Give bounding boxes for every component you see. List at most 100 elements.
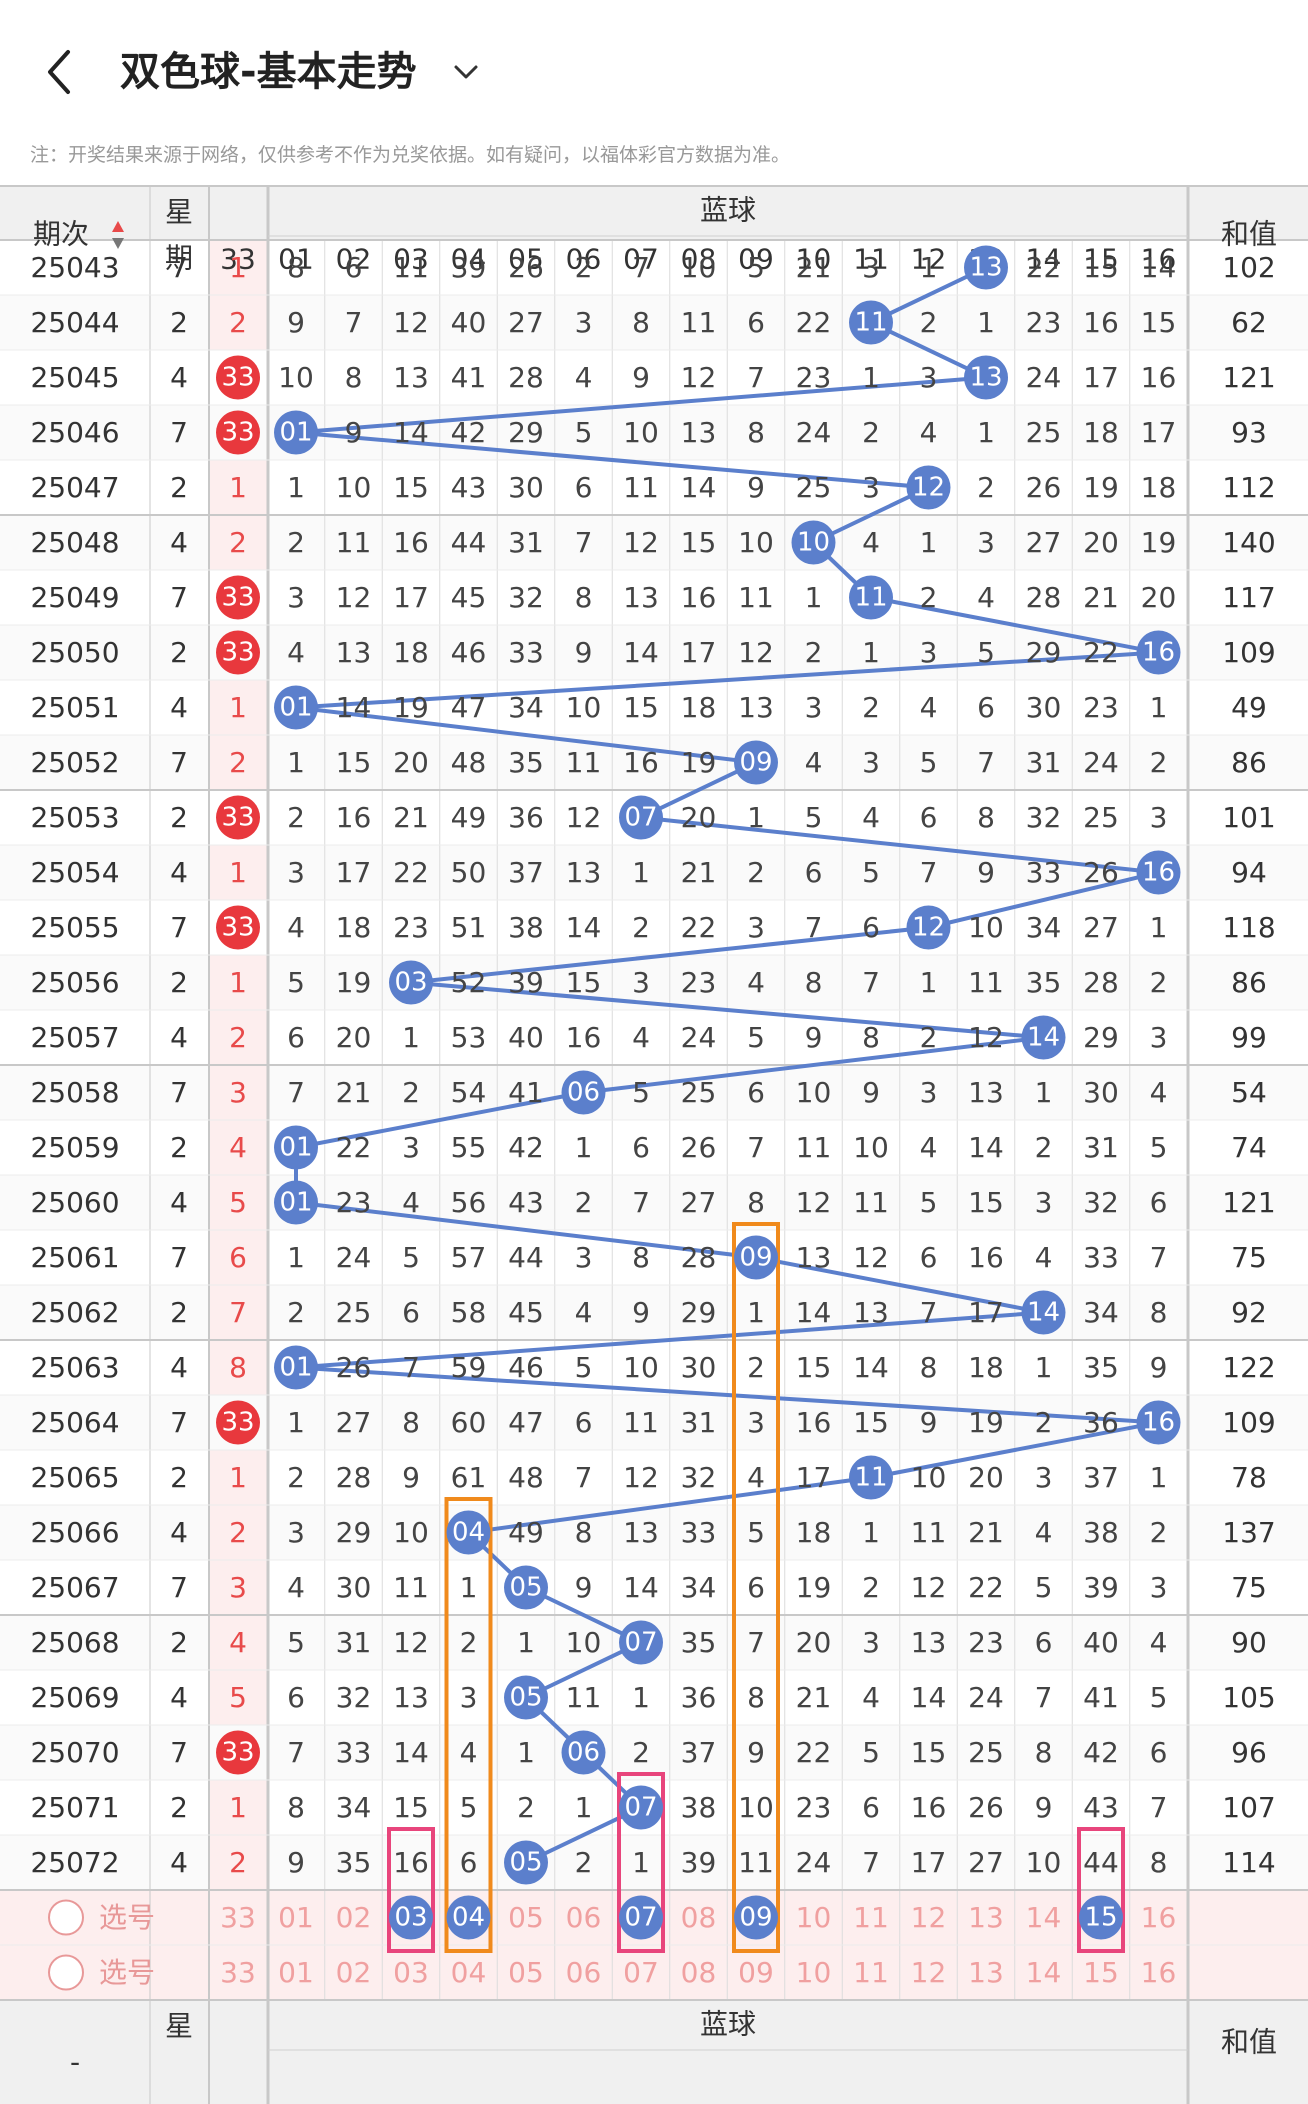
- blue-miss-cell: 18: [1083, 416, 1119, 449]
- blue-ball-number: 07: [624, 803, 657, 833]
- back-arrow-icon[interactable]: [40, 44, 80, 100]
- select-number[interactable]: 08: [681, 1901, 717, 1934]
- selected-ball[interactable]: [734, 1895, 778, 1940]
- select-radio-icon[interactable]: [48, 1954, 84, 1991]
- select-number[interactable]: 14: [1026, 1956, 1062, 1989]
- blue-miss-cell: 27: [1026, 526, 1062, 559]
- blue-miss-cell: 29: [681, 1296, 717, 1329]
- select-number[interactable]: 06: [566, 1901, 602, 1934]
- select-number[interactable]: 05: [508, 1956, 544, 1989]
- select-label[interactable]: 选号: [99, 1901, 155, 1934]
- blue-miss-cell: 12: [623, 526, 659, 559]
- blue-miss-cell: 1: [287, 1241, 305, 1274]
- blue-miss-cell: 11: [623, 471, 659, 504]
- blue-ball-number: 12: [912, 473, 945, 503]
- blue-miss-cell: 58: [451, 1296, 487, 1329]
- select-number[interactable]: 10: [796, 1901, 832, 1934]
- period-cell: 25049: [30, 581, 119, 614]
- blue-miss-cell: 15: [393, 471, 429, 504]
- blue-miss-cell: 13: [566, 856, 602, 889]
- blue-miss-cell: 34: [681, 1571, 717, 1604]
- sum-cell: 101: [1222, 801, 1275, 834]
- select-number[interactable]: 03: [393, 1956, 429, 1989]
- select-number[interactable]: 11: [853, 1956, 889, 1989]
- select-number[interactable]: 33: [220, 1901, 256, 1934]
- blue-miss-cell: 18: [968, 1351, 1004, 1384]
- blue-miss-cell: 24: [681, 1021, 717, 1054]
- blue-miss-cell: 7: [862, 1846, 880, 1879]
- chevron-down-icon[interactable]: [448, 54, 484, 90]
- select-number[interactable]: 10: [796, 1956, 832, 1989]
- select-number[interactable]: 03: [394, 1903, 427, 1933]
- blue-ball: [964, 245, 1008, 290]
- blue-miss-cell: 24: [1083, 746, 1119, 779]
- blue-miss-cell: 38: [681, 1791, 717, 1824]
- blue-miss-cell: 43: [508, 1186, 544, 1219]
- select-number[interactable]: 33: [220, 1956, 256, 1989]
- pick-box-09: [732, 1222, 780, 1953]
- select-number[interactable]: 15: [1083, 1956, 1119, 1989]
- select-number[interactable]: 16: [1141, 1901, 1177, 1934]
- select-number[interactable]: 07: [623, 1956, 659, 1989]
- select-number[interactable]: 13: [968, 1901, 1004, 1934]
- red-ball: [216, 630, 260, 675]
- sort-up-icon[interactable]: [112, 221, 124, 232]
- blue-miss-cell: 10: [623, 1351, 659, 1384]
- selected-ball[interactable]: [446, 1895, 491, 1940]
- select-number[interactable]: 11: [853, 1901, 889, 1934]
- select-number[interactable]: 06: [566, 1956, 602, 1989]
- top-bar: 双色球-基本走势: [0, 0, 1308, 140]
- red33-miss-cell: 1: [229, 1461, 247, 1494]
- col-header-period[interactable]: 期次: [33, 218, 89, 251]
- blue-miss-cell: 42: [508, 1131, 544, 1164]
- weekday-cell: 4: [170, 691, 188, 724]
- blue-miss-cell: 5: [920, 1186, 938, 1219]
- blue-miss-cell: 7: [632, 251, 650, 284]
- period-cell: 25046: [30, 416, 119, 449]
- select-number[interactable]: 08: [681, 1956, 717, 1989]
- select-number[interactable]: 02: [336, 1901, 372, 1934]
- blue-miss-cell: 52: [451, 966, 487, 999]
- select-number[interactable]: 14: [1026, 1901, 1062, 1934]
- select-number[interactable]: 04: [451, 1956, 487, 1989]
- period-cell: 25055: [30, 911, 119, 944]
- select-number[interactable]: 12: [911, 1956, 947, 1989]
- blue-miss-cell: 2: [460, 1626, 478, 1659]
- blue-miss-cell: 37: [508, 856, 544, 889]
- blue-miss-cell: 16: [681, 581, 717, 614]
- selected-ball[interactable]: [1079, 1895, 1123, 1940]
- select-number[interactable]: 07: [624, 1903, 657, 1933]
- blue-ball: [274, 1345, 318, 1390]
- blue-ball-number: 05: [509, 1573, 542, 1603]
- select-number[interactable]: 13: [968, 1956, 1004, 1989]
- select-number[interactable]: 04: [452, 1903, 485, 1933]
- select-radio-icon[interactable]: [48, 1899, 84, 1936]
- col-header-blue-10: 10: [796, 243, 832, 276]
- select-number[interactable]: 09: [738, 1956, 774, 1989]
- select-number[interactable]: 01: [278, 1901, 314, 1934]
- sort-down-icon[interactable]: [112, 238, 124, 249]
- selected-ball[interactable]: [389, 1895, 433, 1940]
- selected-ball[interactable]: [619, 1895, 663, 1940]
- col-header-weekday-2: 期: [165, 242, 193, 275]
- select-number[interactable]: 05: [508, 1901, 544, 1934]
- blue-ball-number: 16: [1142, 858, 1175, 888]
- blue-miss-cell: 27: [508, 306, 544, 339]
- blue-miss-cell: 19: [681, 746, 717, 779]
- blue-miss-cell: 6: [1150, 1736, 1168, 1769]
- select-number[interactable]: 02: [336, 1956, 372, 1989]
- select-number[interactable]: 12: [911, 1901, 947, 1934]
- blue-miss-cell: 18: [336, 911, 372, 944]
- period-cell: 25063: [30, 1351, 119, 1384]
- period-cell: 25069: [30, 1681, 119, 1714]
- select-number[interactable]: 16: [1141, 1956, 1177, 1989]
- select-number[interactable]: 09: [739, 1903, 772, 1933]
- blue-miss-cell: 8: [1150, 1296, 1168, 1329]
- select-label[interactable]: 选号: [99, 1956, 155, 1989]
- blue-miss-cell: 9: [862, 1076, 880, 1109]
- select-number[interactable]: 01: [278, 1956, 314, 1989]
- blue-miss-cell: 49: [508, 1516, 544, 1549]
- blue-ball: [849, 300, 893, 345]
- select-number[interactable]: 15: [1084, 1903, 1117, 1933]
- sum-cell: 121: [1222, 1186, 1275, 1219]
